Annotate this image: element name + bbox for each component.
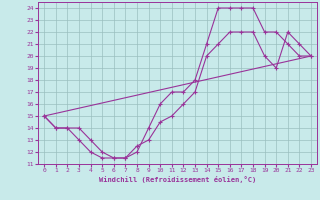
X-axis label: Windchill (Refroidissement éolien,°C): Windchill (Refroidissement éolien,°C) [99, 176, 256, 183]
